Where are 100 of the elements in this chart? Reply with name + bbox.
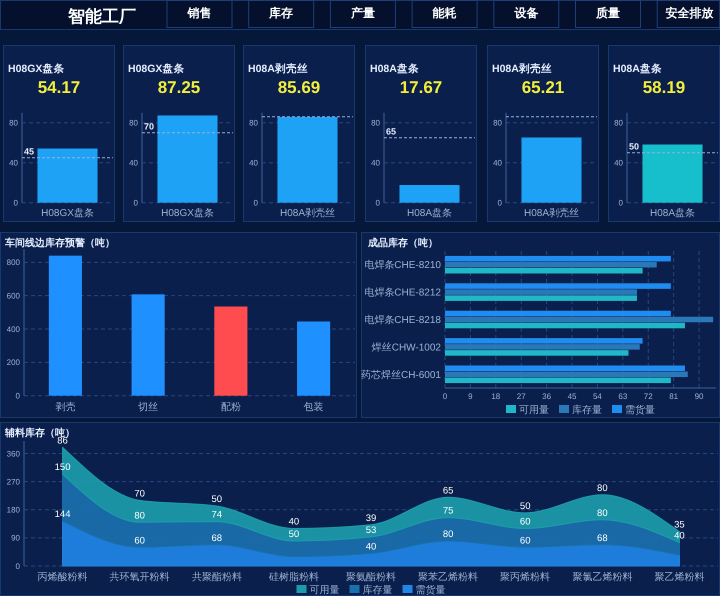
data-label: 144 [54, 509, 70, 520]
chart-title: 车间线边库存预警（吨） [4, 237, 115, 249]
bar [445, 289, 637, 295]
y-tick-label: 80 [129, 118, 139, 128]
legend-label: 可用量 [519, 405, 549, 416]
data-label: 35 [674, 520, 685, 531]
chart-subtitle: 65.21 [522, 78, 564, 97]
chart-title: H08A盘条 [370, 62, 419, 75]
legend-label: 可用量 [310, 585, 340, 596]
data-label: 80 [442, 529, 454, 540]
y-tick-label: 270 [6, 477, 21, 486]
data-label: 60 [134, 535, 145, 546]
chart-title: H08A剥壳丝 [248, 62, 308, 75]
x-tick-label: 聚氨酯粉料 [346, 571, 396, 583]
y-tick-label: 180 [6, 506, 21, 515]
bar [445, 372, 688, 378]
legend-label: 需货量 [416, 584, 446, 596]
x-tick-label: 9 [468, 392, 474, 401]
bar [445, 295, 637, 301]
x-tick-label: 63 [618, 392, 628, 401]
bar [445, 316, 714, 322]
y-tick-label: 0 [134, 198, 139, 208]
chart-subtitle: 17.67 [400, 78, 442, 97]
x-tick-label: 聚乙烯粉料 [654, 571, 704, 583]
text: 销售 [186, 6, 212, 20]
bar [445, 262, 657, 268]
ref-line-label: 45 [24, 146, 34, 157]
chart-title: H08GX盘条 [128, 62, 184, 75]
x-tick-label: H08A盘条 [406, 207, 452, 219]
bar [445, 322, 685, 328]
data-label: 53 [366, 524, 376, 536]
bar [445, 310, 671, 316]
text: 安全排放 [666, 6, 715, 20]
ref-line-label: 65 [386, 126, 396, 137]
chart-title: H08A盘条 [613, 62, 662, 75]
text: 智能工厂 [67, 7, 136, 26]
y-tick-label: 80 [493, 118, 503, 128]
y-tick-label: 电焊条CHE-8212 [364, 286, 442, 299]
y-tick-label: 40 [249, 158, 259, 168]
x-tick-label: 剥壳 [55, 401, 76, 413]
x-tick-label: 54 [592, 392, 602, 401]
data-label: 68 [211, 532, 222, 544]
x-tick-label: 0 [442, 392, 448, 401]
text: 能耗 [432, 6, 457, 20]
y-tick-label: 电焊条CHE-8218 [364, 314, 442, 326]
x-tick-label: 聚苯乙烯粉料 [418, 571, 478, 583]
x-tick-label: 共聚酯粉料 [192, 571, 242, 583]
data-label: 80 [597, 508, 608, 519]
chart-subtitle: 87.25 [158, 78, 200, 97]
chart-title: 成品库存（吨） [367, 237, 438, 249]
bar [445, 350, 628, 356]
bar [445, 344, 640, 350]
y-tick-label: 0 [376, 198, 381, 208]
bar [132, 294, 165, 396]
y-tick-label: 40 [493, 158, 503, 168]
text: 质量 [595, 6, 620, 20]
y-tick-label: 400 [6, 324, 21, 334]
data-label: 39 [366, 512, 376, 524]
y-tick-label: 药芯焊丝CH-6001 [360, 368, 442, 381]
text: 设备 [513, 6, 538, 20]
x-tick-label: 硅树脂粉料 [268, 571, 319, 583]
y-tick-label: 0 [498, 198, 503, 208]
y-tick-label: 40 [9, 158, 19, 168]
x-tick-label: H08GX盘条 [41, 207, 94, 219]
y-tick-label: 80 [9, 118, 19, 128]
data-label: 60 [520, 516, 531, 528]
legend-label: 库存量 [362, 584, 392, 596]
y-tick-label: 0 [618, 198, 624, 208]
y-tick-label: 200 [6, 358, 21, 368]
chart-subtitle: 54.17 [38, 78, 80, 97]
bar [445, 283, 671, 289]
bar [445, 268, 643, 274]
y-tick-label: 40 [129, 158, 139, 168]
bar [445, 366, 685, 372]
chart-subtitle: 58.19 [642, 78, 686, 97]
x-tick-label: 配粉 [220, 401, 241, 413]
bar [297, 322, 330, 396]
data-label: 68 [597, 532, 608, 544]
data-label: 75 [442, 506, 454, 517]
data-label: 74 [211, 510, 222, 521]
x-tick-label: 90 [694, 392, 704, 401]
bar [48, 256, 82, 396]
chart-title: H08A剥壳丝 [492, 62, 552, 75]
y-tick-label: 40 [614, 158, 624, 168]
y-tick-label: 600 [6, 291, 21, 300]
y-tick-label: 80 [371, 118, 381, 128]
data-label: 65 [442, 485, 454, 496]
x-tick-label: 27 [516, 392, 526, 401]
data-label: 40 [674, 530, 685, 542]
x-tick-label: H08GX盘条 [161, 207, 214, 219]
x-tick-label: 45 [568, 392, 578, 401]
y-tick-label: 40 [371, 158, 381, 168]
data-label: 150 [54, 462, 70, 474]
bar [445, 338, 643, 344]
x-tick-label: 共环氧开粉料 [110, 571, 170, 583]
y-tick-label: 360 [6, 449, 21, 458]
x-tick-label: 聚丙烯粉料 [500, 571, 550, 583]
chart-subtitle: 85.69 [278, 78, 320, 97]
ref-line-label: 70 [144, 122, 154, 132]
y-tick-label: 0 [16, 562, 21, 571]
